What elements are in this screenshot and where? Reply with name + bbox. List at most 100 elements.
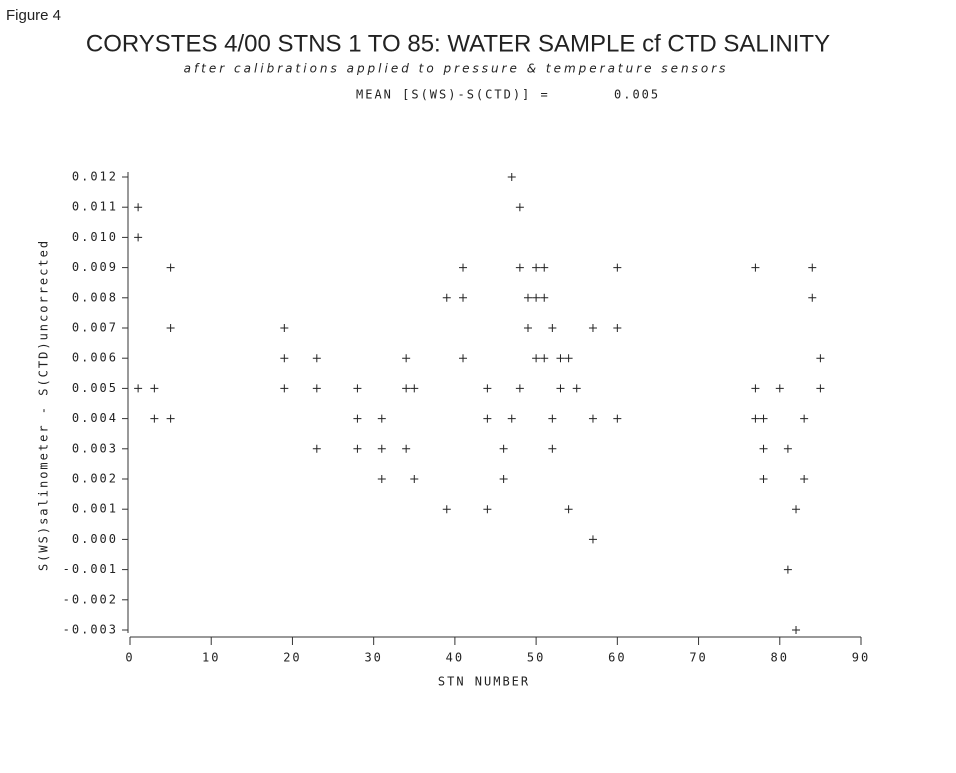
point [459,263,468,272]
y-tick-label: 0.010 [72,230,118,244]
chart-subtitle: after calibrations applied to pressure &… [184,62,729,76]
y-tick-label: 0.009 [72,260,118,274]
point [751,263,760,272]
point [816,384,825,393]
point [556,354,565,363]
y-tick-label: 0.001 [72,502,118,516]
y-tick-label: -0.003 [63,623,118,637]
point [751,414,760,423]
figure-label: Figure 4 [6,7,61,24]
point [515,263,524,272]
y-tick-label: -0.001 [63,562,118,576]
point [783,565,792,574]
point [280,324,289,332]
point [613,263,622,272]
y-tick-label: 0.005 [72,381,118,395]
point [523,293,532,302]
y-tick-label: -0.002 [63,592,118,606]
point [280,384,289,393]
point [483,505,492,514]
point [759,414,768,423]
point [759,444,768,453]
point [540,293,549,302]
point [556,384,565,393]
point [808,263,817,272]
point [166,414,175,423]
point [564,505,573,514]
point [377,414,386,423]
point [353,384,362,393]
point [499,444,508,453]
point [312,354,321,363]
point [166,324,175,332]
x-tick-label: 50 [527,651,545,665]
point [540,263,549,272]
point [402,444,411,453]
point [134,233,143,242]
point [532,263,541,272]
point [402,354,411,363]
point [532,293,541,302]
y-axis-label: S(WS)salinometer - S(CTD)uncorrected [37,239,51,571]
point [532,354,541,363]
point [150,414,159,423]
y-tick-label: 0.002 [72,472,118,486]
y-tick-label: 0.008 [72,290,118,304]
y-tick-label: 0.003 [72,441,118,455]
point [483,414,492,423]
point [499,475,508,483]
x-axis-label: STN NUMBER [438,675,530,689]
annotation-value: 0.005 [614,88,660,102]
point [548,324,557,332]
point [459,354,468,363]
y-tick-label: 0.000 [72,532,118,546]
point [353,414,362,423]
x-tick-label: 70 [689,651,707,665]
x-tick-label: 0 [125,651,134,665]
point [816,354,825,363]
point [377,444,386,453]
point [540,354,549,363]
x-tick-label: 80 [771,651,789,665]
point [410,384,419,393]
point [483,384,492,393]
point [572,384,581,393]
y-tick-label: 0.007 [72,321,118,335]
point [312,384,321,393]
point [588,414,597,423]
point [410,475,419,483]
point [548,444,557,453]
x-tick-label: 20 [283,651,301,665]
y-tick-label: 0.012 [72,170,118,184]
x-tick-label: 60 [608,651,626,665]
point [507,173,516,181]
point [280,354,289,363]
point [783,444,792,453]
point [613,414,622,423]
point [808,293,817,302]
point [548,414,557,423]
point [166,263,175,272]
point [150,384,159,393]
point [134,203,143,212]
point [134,384,143,393]
point [377,475,386,483]
point [402,384,411,393]
point [759,475,768,483]
annotation-label: MEAN [S(WS)-S(CTD)] = [356,88,550,102]
point [588,535,597,544]
chart-title: CORYSTES 4/00 STNS 1 TO 85: WATER SAMPLE… [86,30,830,57]
point [442,505,451,514]
point [459,293,468,302]
point [792,626,801,634]
point [353,444,362,453]
point [751,384,760,393]
point [515,203,524,212]
point [800,414,809,423]
point [800,475,809,483]
x-tick-label: 90 [852,651,870,665]
y-tick-label: 0.004 [72,411,118,425]
point [564,354,573,363]
